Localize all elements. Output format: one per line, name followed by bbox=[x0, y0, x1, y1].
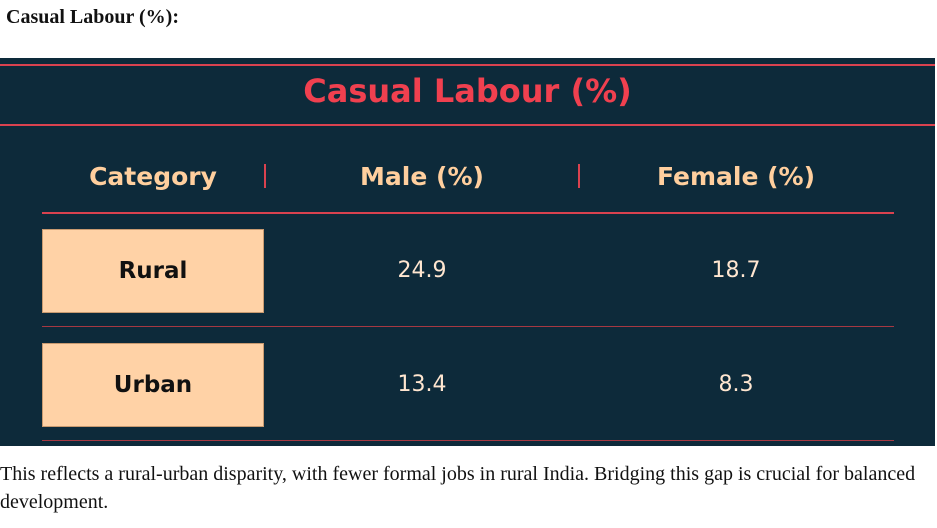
cell-urban-female: 8.3 bbox=[718, 372, 754, 397]
column-separator bbox=[578, 164, 580, 188]
top-divider bbox=[0, 64, 935, 66]
cell-urban-male: 13.4 bbox=[397, 372, 447, 397]
column-header-female: Female (%) bbox=[656, 162, 816, 191]
section-heading: Casual Labour (%): bbox=[6, 6, 179, 28]
header-divider bbox=[42, 212, 894, 214]
title-divider bbox=[0, 124, 935, 126]
table-title: Casual Labour (%) bbox=[303, 72, 632, 110]
row-divider bbox=[42, 440, 894, 441]
row-category-urban: Urban bbox=[42, 343, 264, 427]
casual-labour-table-panel: Casual Labour (%) Category Male (%) Fema… bbox=[0, 58, 935, 446]
column-separator bbox=[264, 164, 266, 188]
cell-rural-male: 24.9 bbox=[397, 258, 447, 283]
row-category-rural: Rural bbox=[42, 229, 264, 313]
column-header-category: Category bbox=[89, 162, 217, 191]
footer-paragraph: This reflects a rural-urban disparity, w… bbox=[0, 463, 916, 513]
column-header-male: Male (%) bbox=[360, 162, 484, 191]
cell-rural-female: 18.7 bbox=[711, 258, 761, 283]
row-divider bbox=[42, 326, 894, 327]
